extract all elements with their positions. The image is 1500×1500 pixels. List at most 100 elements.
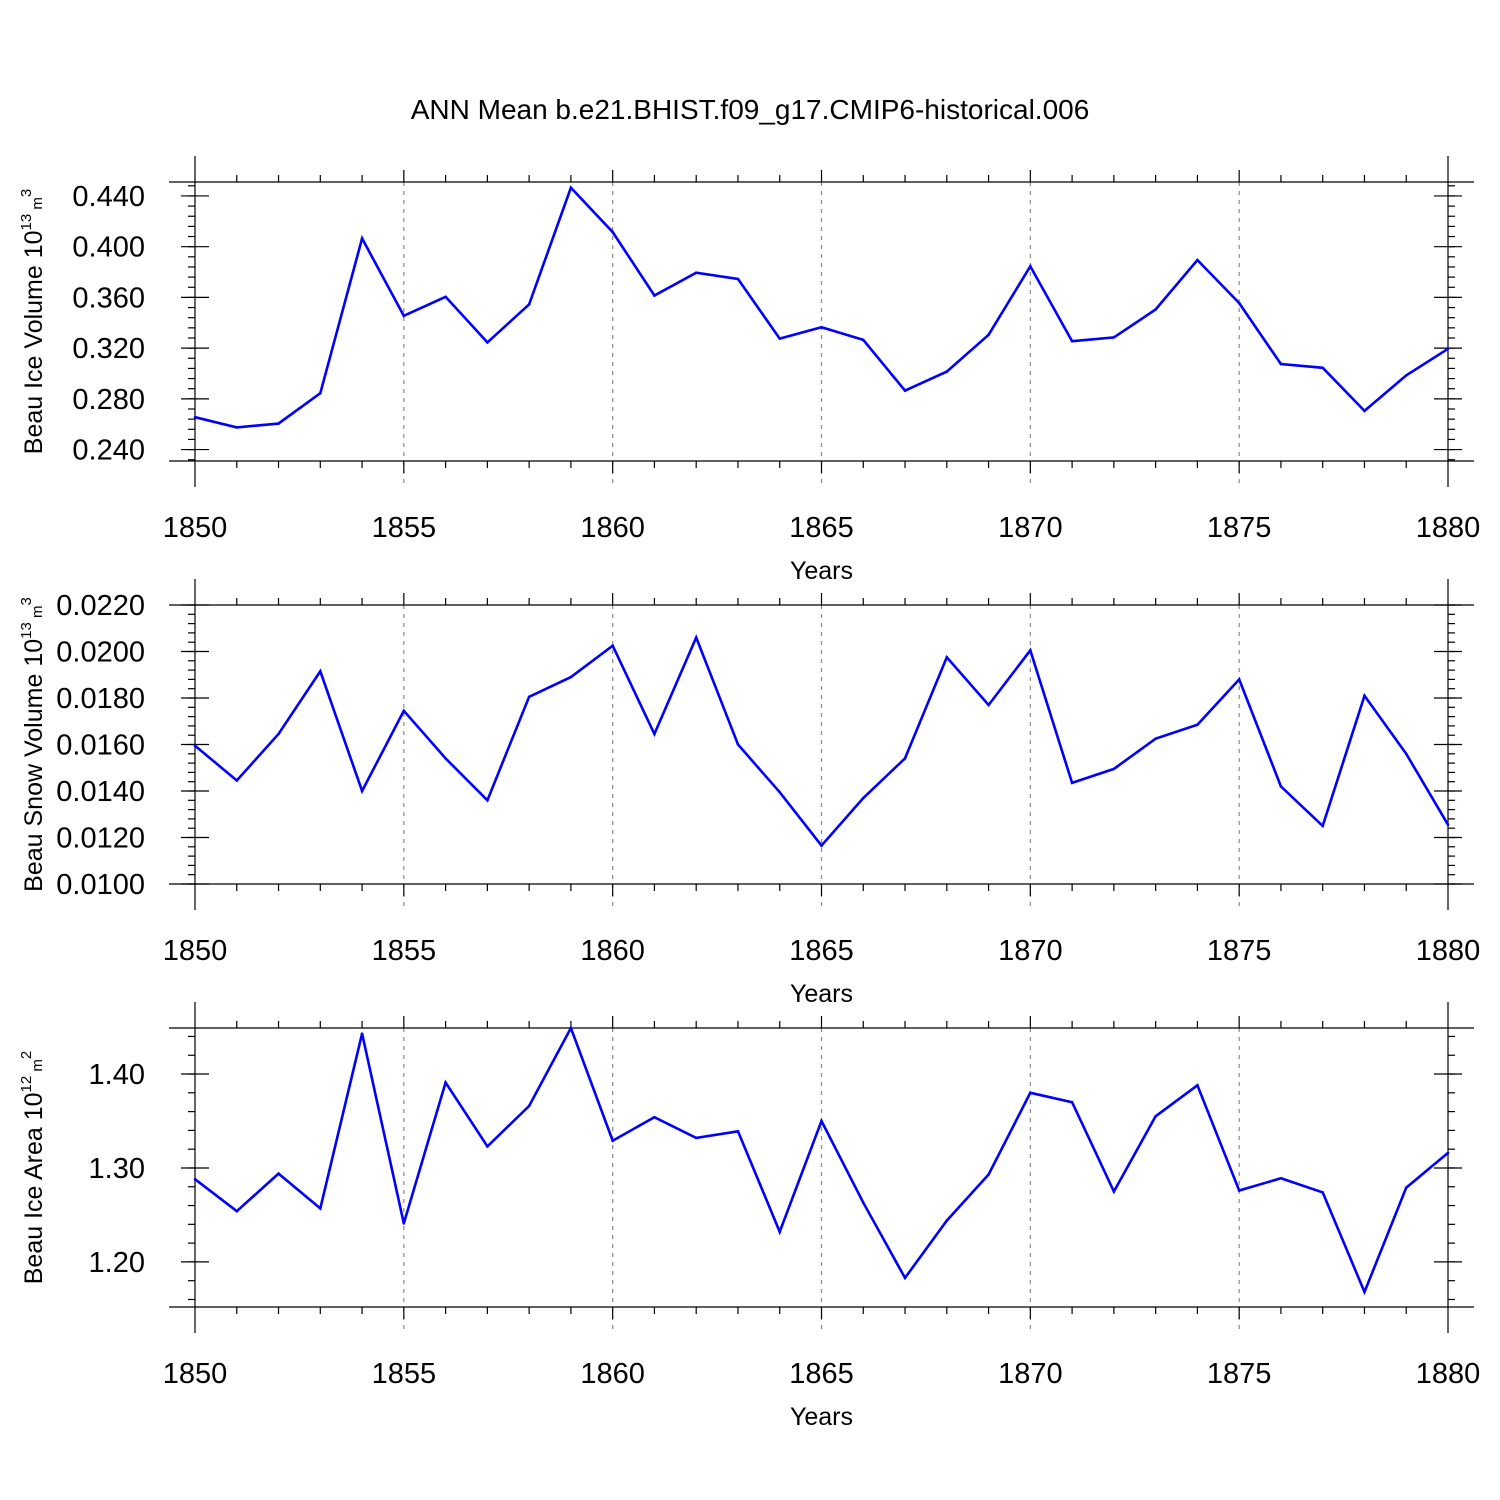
data-point-1872 — [1112, 767, 1116, 771]
data-point-1860 — [611, 644, 614, 647]
x-tick-label-1855: 1855 — [372, 512, 437, 544]
data-point-1874 — [1196, 1084, 1199, 1087]
y-tick-label: 0.0180 — [56, 683, 145, 715]
data-point-1867 — [903, 1276, 907, 1280]
x-tick-label-1870: 1870 — [998, 1358, 1063, 1390]
data-point-1873 — [1154, 1115, 1157, 1118]
y-tick-label: 1.30 — [89, 1153, 145, 1185]
data-point-1873 — [1154, 308, 1157, 311]
data-point-1880 — [1446, 1151, 1450, 1155]
x-tick-label-1865: 1865 — [789, 512, 854, 544]
y-tick-label: 0.0120 — [56, 823, 145, 855]
x-tick-label-1875: 1875 — [1207, 935, 1272, 967]
x-axis-label: Years — [790, 980, 853, 1008]
data-point-1863 — [736, 743, 740, 746]
data-point-1853 — [319, 1207, 322, 1210]
data-point-1880 — [1446, 823, 1450, 827]
data-point-1856 — [444, 1081, 447, 1084]
data-point-1852 — [277, 422, 280, 425]
x-tick-label-1880: 1880 — [1416, 1358, 1481, 1390]
x-tick-label-1880: 1880 — [1416, 512, 1481, 544]
data-point-1860 — [611, 1139, 614, 1143]
data-point-1868 — [945, 656, 949, 659]
data-point-1871 — [1070, 1100, 1074, 1104]
data-point-1862 — [694, 271, 698, 274]
data-point-1879 — [1404, 1186, 1408, 1189]
x-tick-label-1865: 1865 — [789, 935, 854, 967]
data-point-1864 — [778, 790, 782, 794]
data-point-1855 — [402, 709, 406, 713]
data-point-1854 — [360, 237, 364, 240]
data-point-1874 — [1196, 723, 1199, 727]
data-point-1880 — [1446, 347, 1450, 351]
data-point-1862 — [694, 1136, 698, 1140]
data-point-1860 — [611, 230, 614, 234]
chart-title: ANN Mean b.e21.BHIST.f09_g17.CMIP6-histo… — [411, 94, 1090, 125]
x-tick-label-1860: 1860 — [580, 1358, 645, 1390]
x-tick-label-1855: 1855 — [372, 1358, 437, 1390]
x-tick-label-1860: 1860 — [580, 935, 645, 967]
data-point-1876 — [1279, 1177, 1283, 1180]
y-tick-label: 0.0220 — [56, 590, 145, 622]
x-tick-label-1875: 1875 — [1207, 1358, 1272, 1390]
data-point-1870 — [1029, 265, 1032, 268]
y-tick-label: 0.240 — [72, 435, 145, 467]
data-point-1858 — [527, 1104, 531, 1108]
data-point-1879 — [1404, 752, 1408, 756]
x-tick-label-1870: 1870 — [998, 512, 1063, 544]
data-point-1864 — [778, 337, 782, 340]
y-tick-label: 0.0200 — [56, 637, 145, 669]
data-point-1874 — [1196, 258, 1199, 262]
data-point-1855 — [402, 314, 406, 318]
y-axis-label: Beau Snow Volume 1013 m3 — [18, 597, 48, 892]
data-point-1857 — [486, 1145, 489, 1148]
y-tick-label: 0.400 — [72, 232, 145, 264]
data-point-1858 — [527, 695, 531, 699]
data-point-1863 — [736, 1130, 740, 1133]
data-point-1852 — [277, 732, 280, 736]
y-tick-label: 0.0100 — [56, 869, 145, 901]
data-point-1868 — [945, 1219, 949, 1222]
y-tick-label: 0.320 — [72, 333, 145, 365]
data-point-1861 — [653, 732, 656, 736]
data-point-1852 — [277, 1172, 280, 1175]
y-axis-label: Beau Ice Volume 1013 m3 — [18, 189, 48, 454]
data-point-1856 — [444, 757, 447, 760]
data-point-1857 — [486, 341, 489, 344]
data-point-1878 — [1363, 1290, 1366, 1294]
data-point-1850 — [193, 415, 197, 419]
data-point-1865 — [820, 844, 823, 847]
y-tick-label: 0.280 — [72, 384, 145, 416]
data-point-1861 — [653, 294, 656, 297]
data-point-1869 — [987, 1173, 990, 1176]
x-tick-label-1850: 1850 — [163, 1358, 228, 1390]
data-point-1863 — [736, 277, 740, 281]
data-point-1878 — [1363, 409, 1366, 413]
data-point-1868 — [945, 370, 949, 373]
data-point-1867 — [903, 389, 907, 392]
data-point-1853 — [319, 391, 322, 395]
data-point-1858 — [527, 303, 531, 306]
x-tick-label-1855: 1855 — [372, 935, 437, 967]
data-point-1867 — [903, 757, 907, 760]
x-tick-label-1850: 1850 — [163, 935, 228, 967]
panel-1: 0.240 0.280 0.320 0.360 0.400 0.440 1850 1855 18… — [18, 156, 1480, 585]
data-point-1854 — [360, 789, 364, 793]
data-point-1856 — [444, 295, 447, 299]
data-point-1850 — [193, 744, 197, 747]
data-point-1876 — [1279, 362, 1283, 366]
data-point-1869 — [987, 703, 990, 707]
data-point-1876 — [1279, 785, 1283, 788]
x-tick-label-1850: 1850 — [163, 512, 228, 544]
data-point-1864 — [778, 1230, 782, 1234]
data-point-1872 — [1112, 336, 1116, 339]
data-point-1866 — [861, 796, 865, 800]
y-tick-label: 0.440 — [72, 181, 145, 213]
data-point-1869 — [987, 333, 990, 337]
data-point-1877 — [1321, 1191, 1324, 1194]
panels: 0.240 0.280 0.320 0.360 0.400 0.440 1850 1855 18… — [18, 156, 1480, 1431]
data-point-1862 — [694, 636, 698, 639]
data-point-1859 — [569, 675, 573, 679]
data-point-1875 — [1237, 301, 1241, 305]
